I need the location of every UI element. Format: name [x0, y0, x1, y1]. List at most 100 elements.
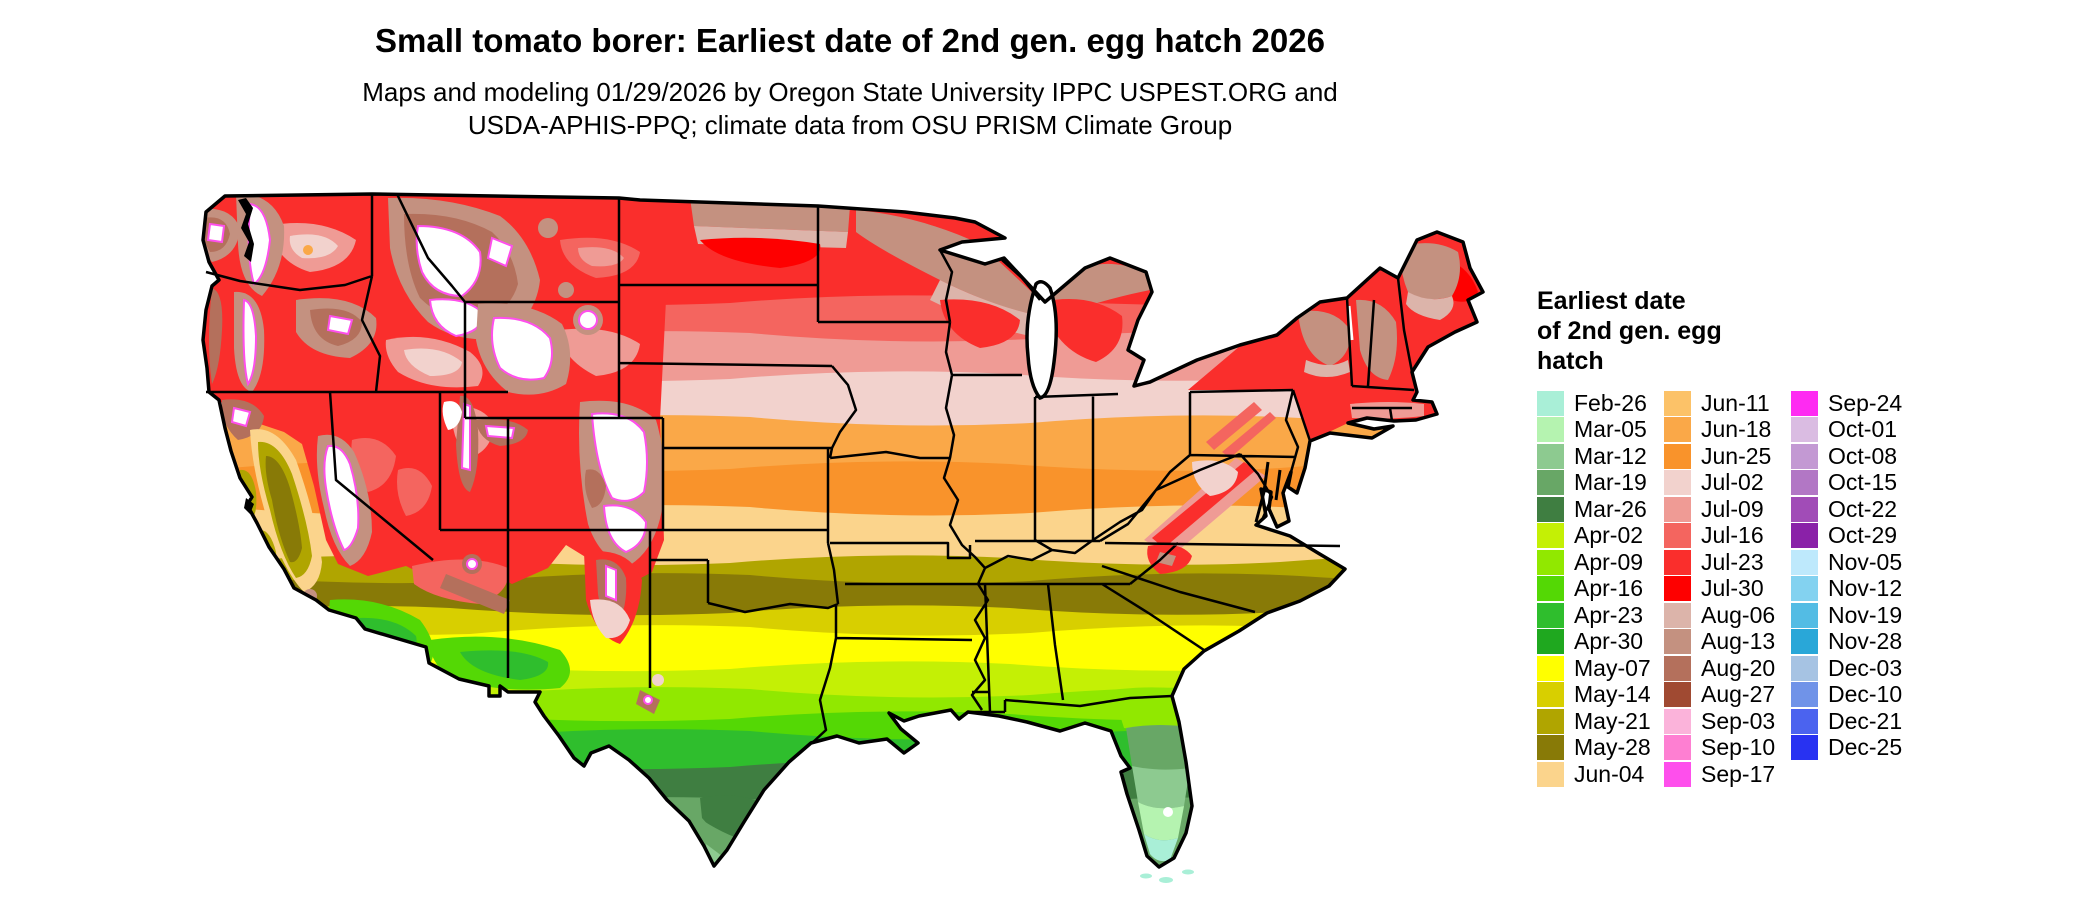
legend-label: Nov-28	[1828, 628, 1903, 655]
legend-label: Oct-22	[1828, 495, 1898, 522]
legend-swatch	[1537, 576, 1564, 602]
legend-column: Feb-26 Mar-05 Mar-12 Mar-19 Mar-26 Apr-02 Apr-…	[1537, 390, 1664, 788]
legend-swatch	[1664, 708, 1691, 734]
legend-title: Earliest date of 2nd gen. egg hatch	[1537, 287, 1722, 375]
legend-item: Jun-18	[1664, 416, 1791, 444]
legend-swatch	[1664, 629, 1691, 655]
chesapeake-bay	[1254, 461, 1282, 523]
puget-sound	[238, 198, 254, 262]
mogollon-rim	[440, 574, 510, 614]
legend-label: Aug-20	[1701, 654, 1776, 681]
legend-label: Mar-12	[1574, 442, 1647, 469]
legend-swatch	[1537, 761, 1564, 787]
legend-item: Aug-20	[1664, 655, 1791, 682]
legend-swatch	[1791, 390, 1818, 416]
legend-swatch	[1791, 523, 1818, 549]
legend-label: May-28	[1574, 734, 1651, 761]
legend-item: Oct-29	[1791, 522, 1918, 550]
minnesota-upper-michigan-brown	[856, 210, 1150, 318]
legend-swatch	[1664, 682, 1691, 708]
legend-label: Nov-19	[1828, 601, 1903, 628]
legend-item: Apr-23	[1537, 602, 1664, 629]
legend-swatch	[1791, 576, 1818, 602]
legend-item: Mar-26	[1537, 496, 1664, 523]
green-white-mountains-brown	[1356, 299, 1397, 380]
legend-item: Mar-19	[1537, 469, 1664, 497]
legend-item: Jun-11	[1664, 390, 1791, 417]
legend-swatch	[1537, 682, 1564, 708]
legend-item: May-28	[1537, 734, 1664, 762]
legend-swatch	[1664, 470, 1691, 496]
legend-label: Aug-06	[1701, 601, 1776, 628]
legend-item: Apr-02	[1537, 522, 1664, 550]
figure-subtitle-line2: USDA-APHIS-PPQ; climate data from OSU PR…	[467, 110, 1233, 140]
legend-item: Jul-30	[1664, 575, 1791, 603]
legend-label: Jul-09	[1701, 495, 1764, 522]
legend-swatch	[1791, 496, 1818, 522]
legend-label: May-14	[1574, 681, 1651, 708]
legend-item: Feb-26	[1537, 390, 1664, 417]
legend-swatch	[1791, 417, 1818, 443]
legend-label: Dec-25	[1828, 734, 1903, 761]
legend-label: Jul-30	[1701, 575, 1764, 602]
legend-item: Apr-16	[1537, 575, 1664, 603]
legend-swatch	[1664, 496, 1691, 522]
legend-label: Nov-12	[1828, 575, 1903, 602]
legend-item: Mar-12	[1537, 443, 1664, 470]
legend-label: Apr-09	[1574, 548, 1644, 575]
legend-label: Sep-17	[1701, 760, 1776, 787]
legend-label: Apr-16	[1574, 575, 1644, 602]
legend-item: Nov-28	[1791, 628, 1918, 656]
figure-title: Small tomato borer: Earliest date of 2nd…	[375, 22, 1325, 59]
legend-item: May-14	[1537, 681, 1664, 709]
figure-subtitle: Maps and modeling 01/29/2026 by Oregon S…	[0, 76, 1700, 142]
legend-item: Jun-04	[1537, 761, 1664, 788]
legend-swatch	[1537, 470, 1564, 496]
figure-subtitle-line1: Maps and modeling 01/29/2026 by Oregon S…	[362, 77, 1338, 107]
central-valley-core	[265, 456, 302, 563]
legend-label: Jul-02	[1701, 469, 1764, 496]
legend-swatch	[1664, 523, 1691, 549]
legend-item: May-07	[1537, 655, 1664, 682]
legend-item: May-21	[1537, 708, 1664, 735]
legend-label: Aug-27	[1701, 681, 1776, 708]
legend-item: Sep-03	[1664, 708, 1791, 735]
legend-label: Oct-01	[1828, 416, 1898, 443]
great-salt-lake	[442, 401, 462, 430]
legend-swatch	[1537, 390, 1564, 416]
legend-item: Aug-06	[1664, 602, 1791, 629]
legend-swatch	[1537, 602, 1564, 628]
legend-swatch	[1664, 602, 1691, 628]
legend-swatch	[1791, 470, 1818, 496]
southern-new-england-salmon	[1350, 402, 1424, 419]
legend-swatch	[1537, 708, 1564, 734]
lake-okeechobee	[1163, 807, 1173, 817]
legend-swatch	[1791, 443, 1818, 469]
legend-swatch	[1791, 682, 1818, 708]
lake-champlain	[1347, 305, 1354, 341]
legend-label: Sep-03	[1701, 707, 1776, 734]
legend-swatch	[1791, 735, 1818, 761]
legend-label: Oct-29	[1828, 522, 1898, 549]
legend-item: Aug-27	[1664, 681, 1791, 709]
legend-label: Dec-21	[1828, 707, 1903, 734]
conus-outline	[201, 192, 1485, 869]
legend-label: May-07	[1574, 654, 1651, 681]
legend-swatch	[1664, 417, 1691, 443]
map-fill-layers	[203, 194, 1483, 867]
legend-swatch	[1791, 602, 1818, 628]
legend-swatch	[1664, 655, 1691, 681]
legend-label: May-21	[1574, 707, 1651, 734]
legend-label: Jun-18	[1701, 416, 1772, 443]
legend-item: Oct-15	[1791, 469, 1918, 497]
legend-item: Oct-22	[1791, 496, 1918, 523]
lake-michigan	[1025, 280, 1058, 400]
florida-keys	[1140, 869, 1194, 883]
legend-item: Sep-10	[1664, 734, 1791, 762]
legend-item: Sep-17	[1664, 761, 1791, 788]
legend-swatch	[1537, 443, 1564, 469]
legend-label: Apr-23	[1574, 601, 1644, 628]
legend-item: Sep-24	[1791, 390, 1918, 417]
legend-label: Apr-30	[1574, 628, 1644, 655]
